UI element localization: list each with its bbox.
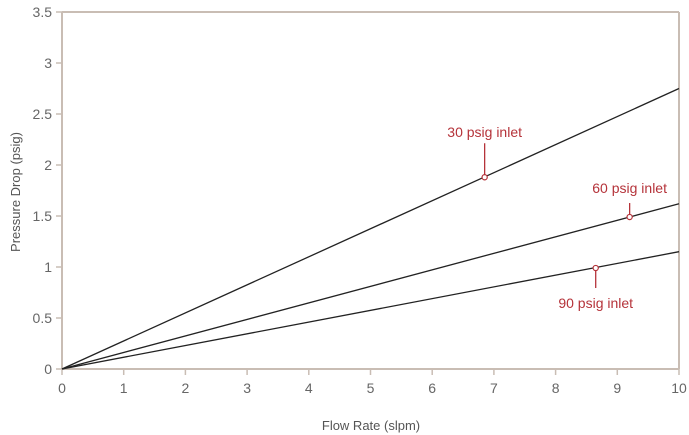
x-tick-label: 5	[367, 380, 375, 396]
axes	[61, 11, 680, 370]
x-tick-label: 9	[613, 380, 621, 396]
series-line-2	[61, 203, 680, 370]
annotation-marker	[481, 174, 488, 181]
y-axis-title: Pressure Drop (psig)	[8, 132, 23, 252]
series-line-1	[61, 87, 680, 370]
y-tick-label: 0.5	[33, 310, 53, 326]
y-tick-label: 1.5	[33, 208, 53, 224]
annotation-marker	[592, 264, 599, 272]
annotation-marker	[626, 213, 633, 221]
ticks: 0 1 2 3 4 5 6 7 8 9 10 0 0.5 1 1.5 2 2.5 3 3.5	[33, 4, 687, 396]
annotation-label: 90 psig inlet	[558, 295, 633, 311]
y-tick-label: 2.5	[33, 106, 53, 122]
x-tick-label: 8	[552, 380, 560, 396]
x-tick-label: 4	[305, 380, 313, 396]
x-tick-label: 10	[671, 380, 687, 396]
x-axis-title: Flow Rate (slpm)	[322, 418, 420, 433]
annotation-label: 60 psig inlet	[592, 180, 667, 196]
x-tick-label: 6	[428, 380, 436, 396]
annotations: 30 psig inlet 60 psig inlet 90 psig inlet	[447, 124, 667, 311]
x-tick-label: 1	[120, 380, 128, 396]
y-tick-label: 3.5	[33, 4, 53, 20]
x-tick-label: 2	[182, 380, 190, 396]
x-tick-label: 7	[490, 380, 498, 396]
y-tick-label: 3	[44, 55, 52, 71]
series	[61, 87, 680, 370]
annotation-label: 30 psig inlet	[447, 124, 522, 140]
y-tick-label: 0	[44, 361, 52, 377]
x-tick-label: 3	[243, 380, 251, 396]
y-tick-label: 1	[44, 259, 52, 275]
y-tick-label: 2	[44, 157, 52, 173]
x-tick-label: 0	[58, 380, 66, 396]
series-line-3	[61, 251, 680, 370]
